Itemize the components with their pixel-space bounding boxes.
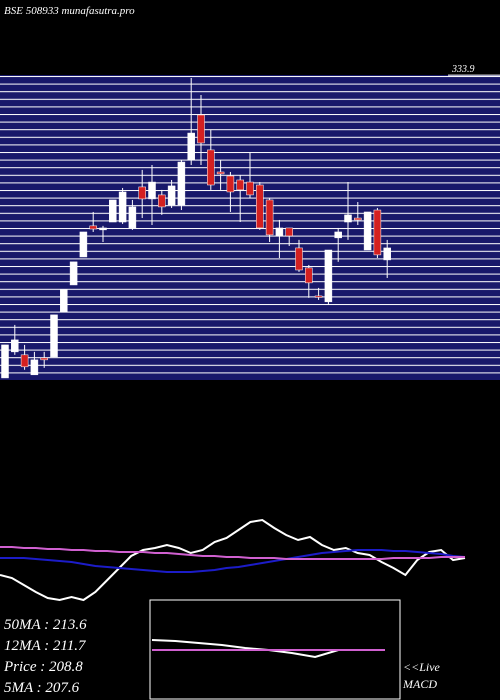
candle-body [354, 217, 362, 221]
candle-body [128, 206, 137, 229]
candle-body [69, 261, 78, 286]
candle-body [207, 149, 215, 186]
candle-body [99, 227, 107, 231]
candle-body [216, 171, 225, 175]
candle-body [226, 175, 235, 193]
candle-body [246, 181, 254, 196]
price-panel [0, 75, 500, 380]
candle-body [265, 199, 274, 236]
candle-body [79, 231, 88, 258]
candle-body [60, 289, 68, 313]
candle-body [40, 357, 48, 361]
candle-body [256, 184, 264, 229]
candle-body [30, 359, 39, 376]
candle-body [11, 339, 19, 353]
candle-body [344, 214, 352, 223]
ma-label: 12MA : 211.7 [4, 638, 87, 654]
ma-label: 50MA : 213.6 [4, 617, 87, 633]
ma-label: Price : 208.8 [3, 659, 83, 675]
candle-body [50, 314, 58, 358]
candle-body [89, 225, 97, 230]
candle-body [324, 249, 333, 303]
candle-body [118, 191, 127, 223]
candle-body [334, 231, 342, 239]
candle-body [197, 114, 205, 144]
candle-body [187, 132, 195, 161]
candle-body [158, 194, 166, 208]
candle-body [275, 227, 284, 237]
y-tick-label: 333.9 [451, 64, 475, 75]
candle-body [373, 209, 382, 256]
macd-subtitle: MACD [402, 677, 437, 691]
candle-body [285, 227, 293, 237]
candle-body [167, 185, 176, 206]
candle-body [148, 181, 156, 200]
candle-body [236, 179, 244, 191]
candle-body [295, 247, 303, 271]
ma-line [0, 546, 465, 560]
ma-line [0, 518, 466, 602]
candle-body [314, 295, 323, 298]
candle-body [177, 161, 186, 206]
candle-body [138, 186, 146, 200]
candle-body [20, 354, 29, 368]
candle-body [305, 267, 313, 284]
candle-body [363, 211, 372, 251]
ma-label: 5MA : 207.6 [4, 680, 80, 696]
candle-body [1, 344, 9, 379]
candle-body [109, 199, 117, 223]
candle-body [383, 247, 391, 261]
macd-title: <<Live [403, 660, 441, 674]
chart-title: BSE 508933 munafasutra.pro [4, 5, 135, 17]
ma-line [0, 549, 466, 573]
